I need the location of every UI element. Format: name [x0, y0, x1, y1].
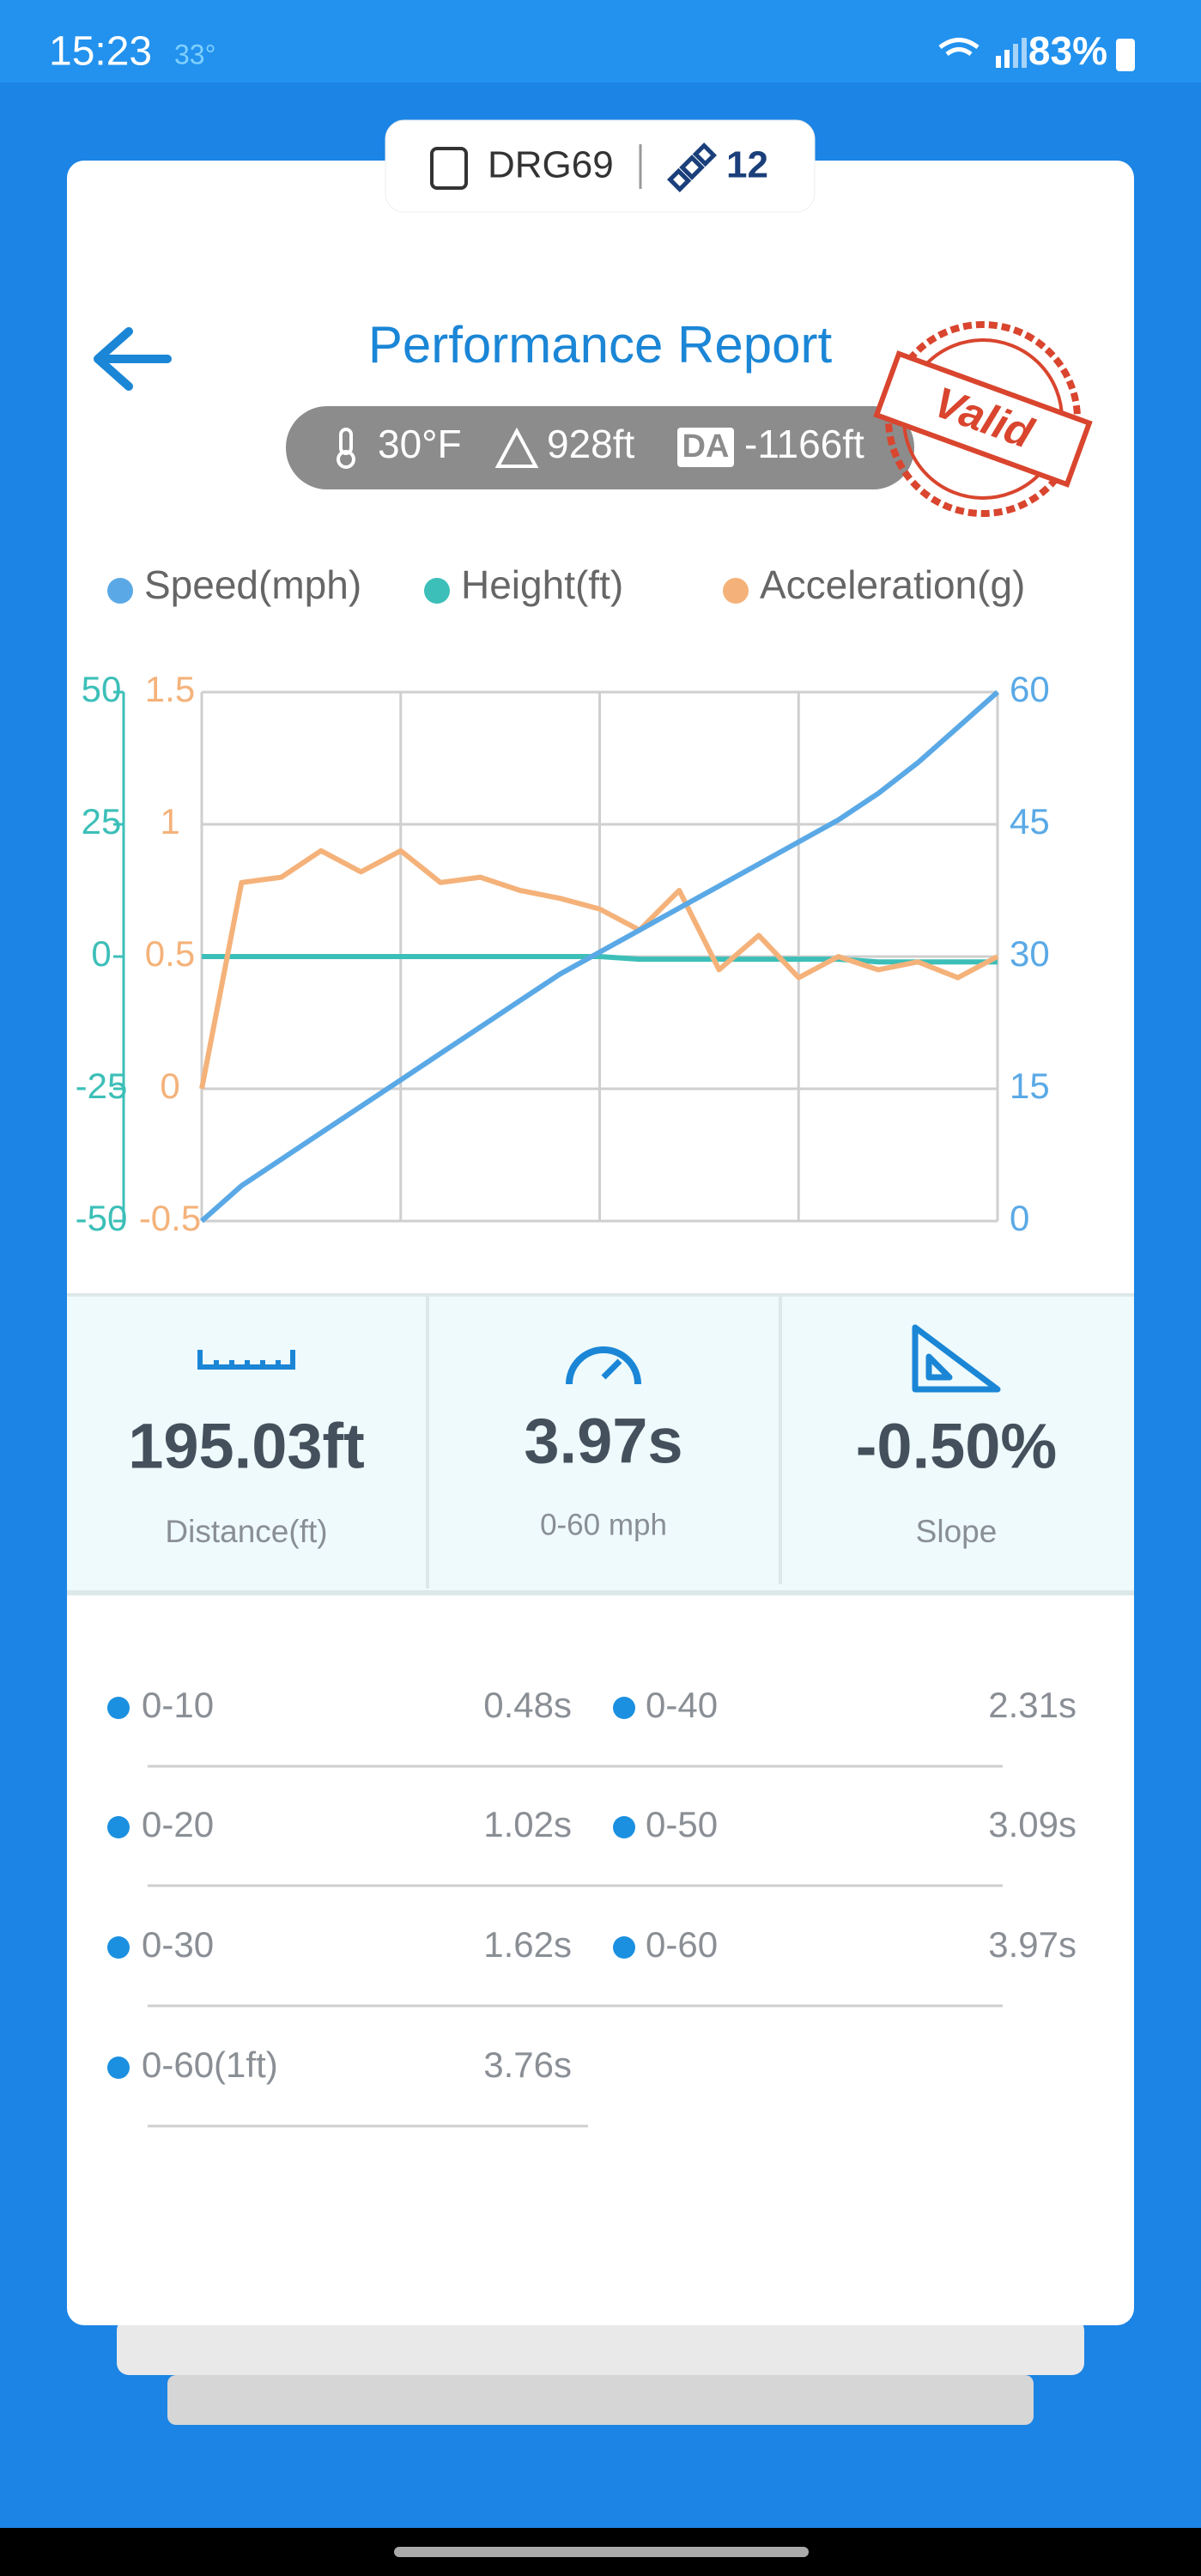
splits: 0-10 0.48s 0-40 2.31s 0-20 1.02s 0-50 3.09s 0-30…: [107, 1685, 1077, 2128]
split-label: 0-20: [142, 1804, 214, 1844]
ruler-icon: [197, 1350, 295, 1370]
y2-tick-label: 60: [1010, 669, 1050, 709]
back-button[interactable]: [94, 327, 172, 391]
stat-value: 3.97s: [524, 1406, 682, 1477]
split-label: 0-60(1ft): [142, 2044, 278, 2085]
altitude: 928ft: [547, 422, 635, 466]
y-tick-label: 0: [91, 933, 111, 974]
conditions-pill: [286, 406, 914, 489]
home-handle[interactable]: [394, 2547, 809, 2557]
da-box: [677, 428, 734, 467]
split-label: 0-30: [142, 1924, 214, 1965]
split-time: 1.02s: [483, 1804, 572, 1844]
legend-marker: [723, 578, 749, 604]
y2-tick-label: 15: [1010, 1066, 1050, 1106]
status-bar: [0, 0, 1201, 82]
split-label: 0-50: [646, 1804, 718, 1844]
y-tick-label: -50: [76, 1198, 128, 1238]
slope-icon: [912, 1324, 1001, 1393]
thermometer-icon: [337, 428, 355, 469]
density-altitude: -1166ft: [744, 422, 864, 466]
stat-label: Distance(ft): [165, 1514, 327, 1549]
split-dot: [613, 1697, 635, 1719]
split-dot: [107, 1697, 130, 1719]
wifi-icon: [938, 38, 980, 57]
y2-tick-label: 0: [1010, 1198, 1029, 1238]
split-label: 0-10: [142, 1685, 214, 1725]
device-icon: [430, 147, 468, 190]
legend-marker: [107, 578, 133, 604]
temperature: 30°F: [378, 422, 462, 466]
split-dot: [107, 1936, 130, 1959]
legend-label: Acceleration(g): [760, 562, 1025, 607]
y2-tick-label: 30: [1010, 933, 1050, 974]
split-dot: [613, 1816, 635, 1838]
split-time: 3.09s: [988, 1804, 1077, 1844]
split-time: 3.97s: [988, 1924, 1077, 1965]
stack-card: [117, 2318, 1084, 2375]
y3-tick-label: -0.5: [139, 1198, 201, 1238]
stat-value: -0.50%: [856, 1411, 1057, 1482]
device-name: DRG69: [488, 144, 614, 186]
series-line: [202, 954, 998, 965]
satellite-count: 12: [726, 144, 768, 186]
split-time: 0.48s: [483, 1685, 572, 1725]
split-dot: [107, 1816, 130, 1838]
device-pill[interactable]: [385, 119, 816, 213]
weather: 33°: [174, 39, 215, 70]
stat-label: 0-60 mph: [540, 1508, 667, 1541]
split-time: 2.31s: [988, 1685, 1077, 1725]
signal-icon: [996, 38, 1027, 68]
y-tick-label: -25: [76, 1066, 128, 1106]
battery-icon: [1116, 39, 1135, 71]
legend-label: Height(ft): [461, 562, 623, 607]
series-line: [200, 690, 999, 1224]
y3-tick-label: 1: [160, 801, 179, 841]
stat-value: 195.03ft: [128, 1411, 365, 1482]
y2-tick-label: 45: [1010, 801, 1050, 841]
y-tick-label: 50: [82, 669, 122, 709]
split-time: 3.76s: [483, 2044, 572, 2085]
split-dot: [107, 2057, 130, 2079]
stack-card: [167, 2375, 1034, 2425]
y3-tick-label: 1.5: [145, 669, 195, 709]
split-time: 1.62s: [483, 1924, 572, 1965]
split-label: 0-60: [646, 1924, 718, 1965]
series-line: [199, 848, 999, 1090]
split-label: 0-40: [646, 1685, 718, 1725]
da-label: DA: [682, 428, 730, 465]
battery: 83%: [1028, 28, 1107, 73]
stats-panel: [67, 1293, 1134, 1591]
y3-tick-label: 0: [160, 1066, 179, 1106]
satellite-icon: [667, 143, 717, 192]
legend-marker: [424, 578, 450, 604]
time: 15:23: [49, 29, 152, 75]
stat-label: Slope: [916, 1514, 998, 1549]
chart: Speed(mph) Height(ft) Acceleration(g) -50 -2…: [76, 562, 1050, 1238]
split-dot: [613, 1936, 635, 1959]
y3-tick-label: 0.5: [145, 933, 195, 974]
card: [67, 161, 1134, 2325]
gauge-needle: [601, 1358, 622, 1380]
y-tick-label: 25: [82, 801, 122, 841]
legend-label: Speed(mph): [144, 562, 361, 607]
mountain-icon: [494, 427, 539, 468]
gauge-icon: [566, 1346, 641, 1385]
title: Performance Report: [368, 316, 833, 374]
